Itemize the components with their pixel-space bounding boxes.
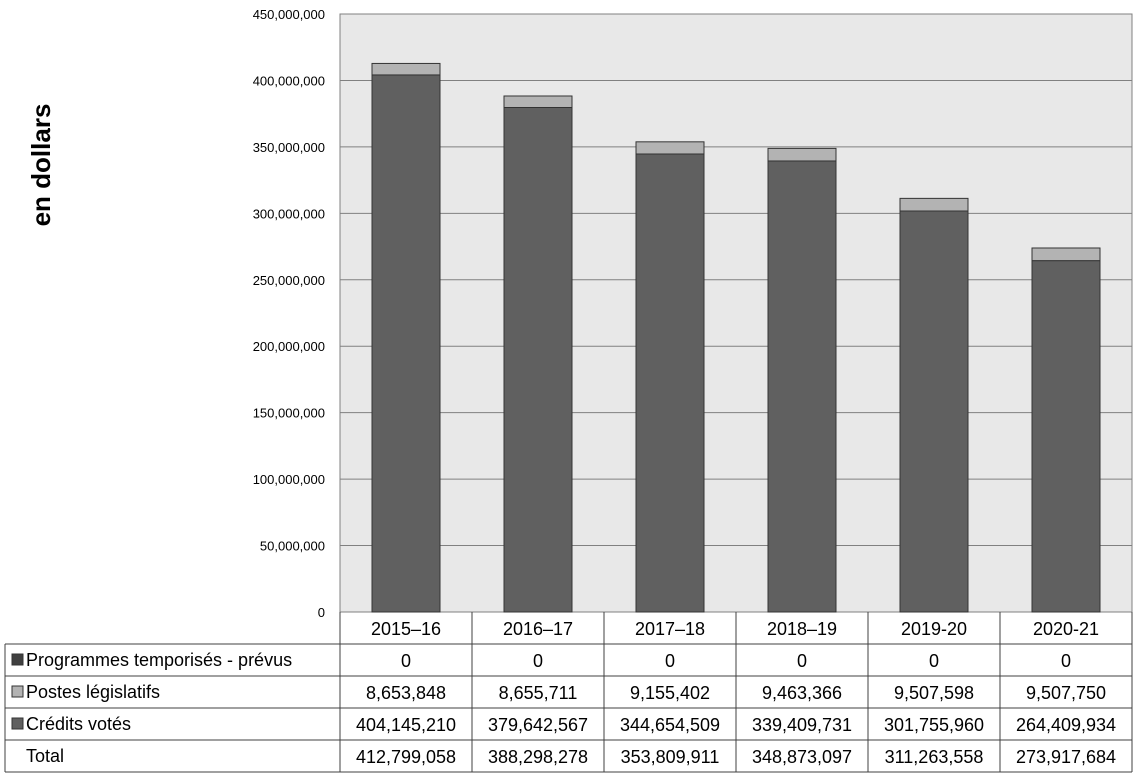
- bar-segment: [503, 95, 573, 108]
- bar-segment: [635, 141, 705, 155]
- data-label: 348,873,097: [752, 747, 852, 767]
- data-label: 0: [1061, 651, 1071, 671]
- bar-segment: [1031, 260, 1101, 613]
- bar-segment: [767, 147, 837, 162]
- bar-segment: [899, 197, 969, 212]
- legend-entry: Crédits votés: [26, 714, 131, 734]
- data-label: 353,809,911: [621, 747, 720, 767]
- bar-segment: [1031, 247, 1101, 262]
- data-label: 8,655,711: [499, 683, 578, 703]
- plot-area: [339, 13, 1133, 613]
- data-label: 0: [533, 651, 543, 671]
- y-tick-label: 450,000,000: [253, 7, 325, 22]
- bars: [371, 62, 1101, 613]
- y-axis-label: en dollars: [26, 104, 56, 227]
- y-tick-label: 150,000,000: [253, 406, 325, 421]
- data-label: 0: [401, 651, 411, 671]
- data-table: 2015–16 2016–17 2017–18 2018–19 2019-20 2020-…: [4, 612, 1133, 773]
- data-label: 412,799,058: [356, 747, 456, 767]
- data-label: 0: [929, 651, 939, 671]
- x-tick-label: 2020-21: [1033, 619, 1099, 639]
- data-label: 301,755,960: [884, 715, 984, 735]
- data-label: 0: [665, 651, 675, 671]
- data-label: 388,298,278: [488, 747, 588, 767]
- data-label: 9,463,366: [762, 683, 842, 703]
- legend-swatch: [11, 685, 24, 698]
- legend-entry: Programmes temporisés - prévus: [26, 650, 292, 670]
- bar-segment: [371, 62, 441, 76]
- y-tick-label: 200,000,000: [253, 339, 325, 354]
- legend-entry: Postes législatifs: [26, 682, 160, 702]
- data-label: 264,409,934: [1016, 715, 1116, 735]
- data-label: 9,507,598: [894, 683, 974, 703]
- bar-segment: [899, 210, 969, 613]
- y-tick-label: 0: [318, 605, 325, 620]
- x-tick-label: 2019-20: [901, 619, 967, 639]
- data-label: 9,507,750: [1026, 683, 1106, 703]
- legend-entry: Total: [26, 746, 64, 766]
- data-label: 0: [797, 651, 807, 671]
- bar-segment: [503, 106, 573, 613]
- legend-swatch: [11, 717, 24, 730]
- x-tick-label: 2015–16: [371, 619, 441, 639]
- bar-segment: [635, 153, 705, 613]
- x-tick-label: 2017–18: [635, 619, 705, 639]
- y-tick-label: 250,000,000: [253, 273, 325, 288]
- gridlines: [340, 13, 1132, 613]
- y-tick-label: 400,000,000: [253, 73, 325, 88]
- y-tick-label: 300,000,000: [253, 206, 325, 221]
- x-tick-label: 2018–19: [767, 619, 837, 639]
- legend-swatch: [11, 653, 24, 666]
- y-tick-label: 100,000,000: [253, 472, 325, 487]
- data-label: 273,917,684: [1016, 747, 1116, 767]
- y-tick-label: 350,000,000: [253, 140, 325, 155]
- data-label: 404,145,210: [356, 715, 456, 735]
- data-label: 311,263,558: [885, 747, 984, 767]
- x-tick-label: 2016–17: [503, 619, 573, 639]
- data-label: 344,654,509: [620, 715, 720, 735]
- bar-segment: [767, 160, 837, 613]
- data-label: 339,409,731: [752, 715, 852, 735]
- data-label: 9,155,402: [630, 683, 710, 703]
- bar-segment: [371, 74, 441, 613]
- data-label: 379,642,567: [488, 715, 588, 735]
- data-label: 8,653,848: [366, 683, 446, 703]
- y-tick-label: 50,000,000: [260, 539, 325, 554]
- y-axis-ticks: 0 50,000,000 100,000,000 150,000,000 200,000…: [253, 7, 325, 620]
